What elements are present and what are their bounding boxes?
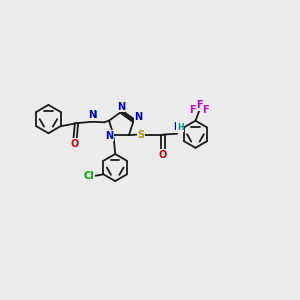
Text: S: S [138, 130, 145, 140]
Text: F: F [189, 105, 196, 115]
Text: F: F [202, 105, 209, 115]
Text: H: H [91, 111, 97, 120]
Text: N: N [88, 110, 96, 120]
Text: N: N [106, 131, 114, 141]
Text: O: O [159, 150, 167, 160]
Text: O: O [71, 139, 79, 149]
Text: F: F [196, 100, 202, 110]
Text: Cl: Cl [83, 171, 94, 181]
Text: N: N [173, 122, 181, 132]
Text: H: H [177, 123, 184, 132]
Text: N: N [135, 112, 143, 122]
Text: N: N [117, 102, 125, 112]
